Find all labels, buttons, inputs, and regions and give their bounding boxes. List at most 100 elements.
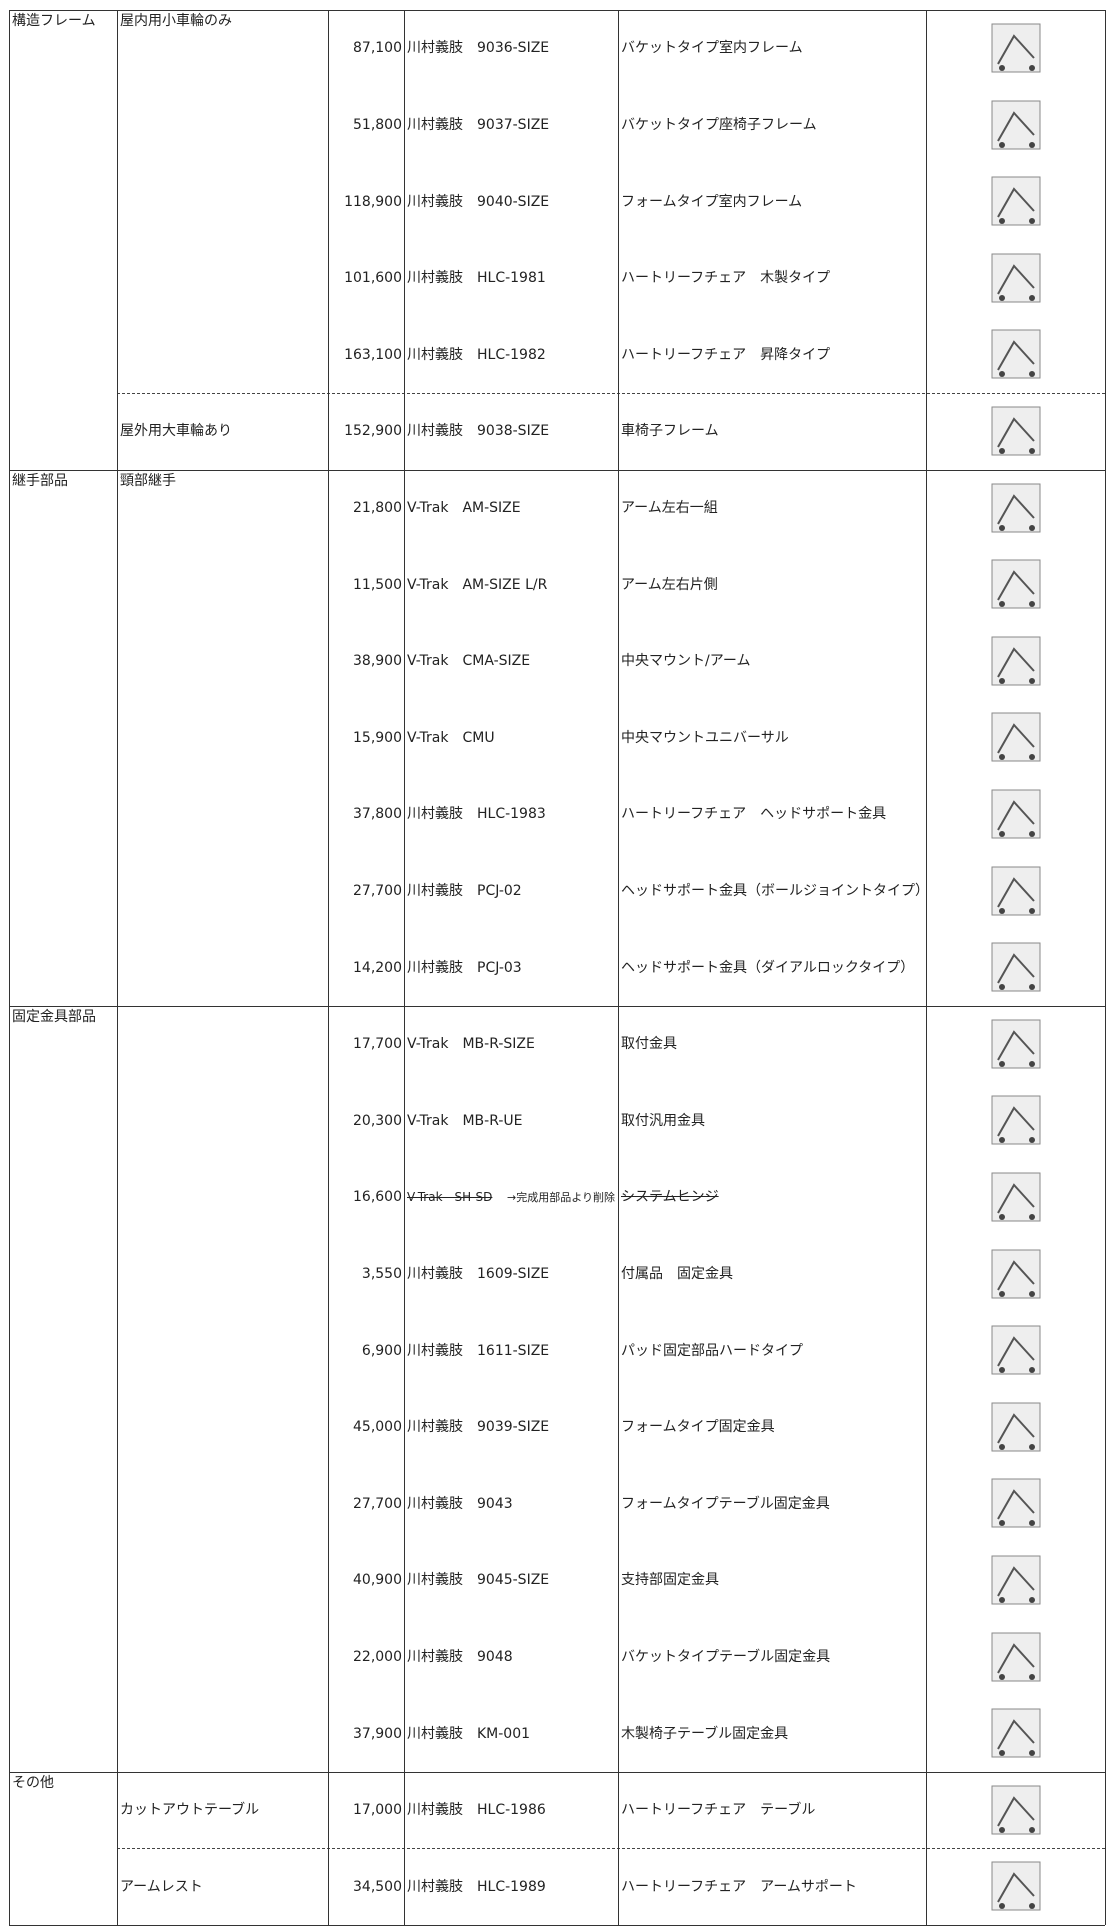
model: V-Trak AM-SIZE [407, 499, 521, 516]
photo-sketch [991, 406, 1040, 456]
product-photo [984, 631, 1048, 692]
description: ヘッドサポート金具（ボールジョイントタイプ） [621, 882, 929, 899]
photo-sketch [991, 866, 1040, 916]
model: 川村義肢 HLC-1989 [407, 1878, 546, 1895]
product-photo [984, 171, 1048, 232]
group-rule [9, 1005, 1105, 1007]
column-rule [404, 10, 405, 1925]
photo-sketch [991, 176, 1040, 226]
price: 101,600 [344, 270, 402, 287]
model: 川村義肢 1611-SIZE [407, 1342, 550, 1359]
column-rule [1105, 10, 1106, 1925]
model: 川村義肢 HLC-1982 [407, 346, 546, 363]
subgroup: 屋外用大車輪あり [120, 423, 232, 440]
photo-sketch [991, 1249, 1040, 1299]
description: 木製椅子テーブル固定金具 [621, 1725, 789, 1742]
subgroup-rule [117, 393, 1105, 394]
description: 車椅子フレーム [621, 423, 719, 440]
description: バケットタイプ室内フレーム [621, 40, 803, 57]
photo-sketch [991, 789, 1040, 839]
column-rule [926, 10, 927, 1925]
photo-sketch [991, 1785, 1040, 1835]
photo-sketch [991, 1095, 1040, 1145]
model: 川村義肢 KM-001 [407, 1725, 531, 1742]
product-photo [984, 1090, 1048, 1151]
price: 152,900 [344, 423, 402, 440]
photo-sketch [991, 329, 1040, 379]
model: 川村義肢 9040-SIZE [407, 193, 550, 210]
product-photo [984, 707, 1048, 768]
price: 27,700 [353, 882, 402, 899]
price: 3,550 [361, 1265, 402, 1282]
product-photo [984, 401, 1048, 462]
model: 川村義肢 HLC-1983 [407, 806, 546, 823]
description: ハートリーフチェア 木製タイプ [621, 270, 831, 287]
model: 川村義肢 9045-SIZE [407, 1572, 550, 1589]
category: 継手部品 [12, 472, 68, 489]
description: バケットタイプテーブル固定金具 [621, 1648, 831, 1665]
rule-top [9, 10, 1105, 11]
price: 27,700 [353, 1495, 402, 1512]
model: V-Trak CMA-SIZE [407, 653, 531, 670]
price: 45,000 [353, 1419, 402, 1436]
price: 15,900 [353, 729, 402, 746]
column-rule [328, 10, 329, 1925]
model: 川村義肢 1609-SIZE [407, 1265, 550, 1282]
product-photo [984, 937, 1048, 998]
description: システムヒンジ [621, 1189, 719, 1206]
description: ハートリーフチェア ヘッドサポート金具 [621, 806, 887, 823]
product-photo [984, 554, 1048, 615]
description: パッド固定部品ハードタイプ [621, 1342, 803, 1359]
price: 17,000 [353, 1802, 402, 1819]
photo-sketch [991, 1478, 1040, 1528]
price: 51,800 [353, 116, 402, 133]
description: ハートリーフチェア 昇降タイプ [621, 346, 831, 363]
product-photo [984, 861, 1048, 922]
price: 38,900 [353, 653, 402, 670]
description: 付属品 固定金具 [621, 1265, 733, 1282]
price: 22,000 [353, 1648, 402, 1665]
price: 11,500 [353, 576, 402, 593]
photo-sketch [991, 712, 1040, 762]
description: ヘッドサポート金具（ダイアルロックタイプ） [621, 959, 915, 976]
photo-sketch [991, 483, 1040, 533]
subgroup-rule [117, 1848, 1105, 1850]
photo-sketch [991, 1172, 1040, 1222]
photo-sketch [991, 100, 1040, 150]
product-photo [984, 784, 1048, 845]
model: V-Trak SH-SD [407, 1190, 493, 1205]
product-photo [984, 1014, 1048, 1075]
model: 川村義肢 9038-SIZE [407, 423, 550, 440]
photo-sketch [991, 1708, 1040, 1758]
product-photo [984, 1473, 1048, 1534]
price: 37,800 [353, 806, 402, 823]
column-rule [618, 10, 619, 1925]
price: 17,700 [353, 1036, 402, 1053]
photo-sketch [991, 1555, 1040, 1605]
description: 中央マウント/アーム [621, 653, 751, 670]
product-photo [984, 248, 1048, 309]
price: 21,800 [353, 499, 402, 516]
photo-sketch [991, 1632, 1040, 1682]
description: アーム左右一組 [621, 499, 718, 516]
product-photo [984, 1703, 1048, 1764]
photo-sketch [991, 1325, 1040, 1375]
price: 16,600 [353, 1189, 402, 1206]
product-photo [984, 1320, 1048, 1381]
model: 川村義肢 PCJ-02 [407, 882, 522, 899]
price: 118,900 [344, 193, 402, 210]
description: 取付汎用金具 [621, 1112, 705, 1129]
category: その他 [12, 1774, 54, 1791]
product-photo [984, 95, 1048, 156]
product-photo [984, 1550, 1048, 1611]
category: 構造フレーム [12, 13, 96, 29]
model: 川村義肢 9037-SIZE [407, 116, 550, 133]
model: 川村義肢 9039-SIZE [407, 1419, 550, 1436]
price: 163,100 [344, 346, 402, 363]
photo-sketch [991, 1402, 1040, 1452]
subgroup: 頸部継手 [120, 472, 176, 489]
model: V-Trak MB-R-SIZE [407, 1036, 535, 1053]
description: 取付金具 [621, 1036, 677, 1053]
category: 固定金具部品 [12, 1008, 96, 1025]
model: 川村義肢 9036-SIZE [407, 40, 550, 57]
